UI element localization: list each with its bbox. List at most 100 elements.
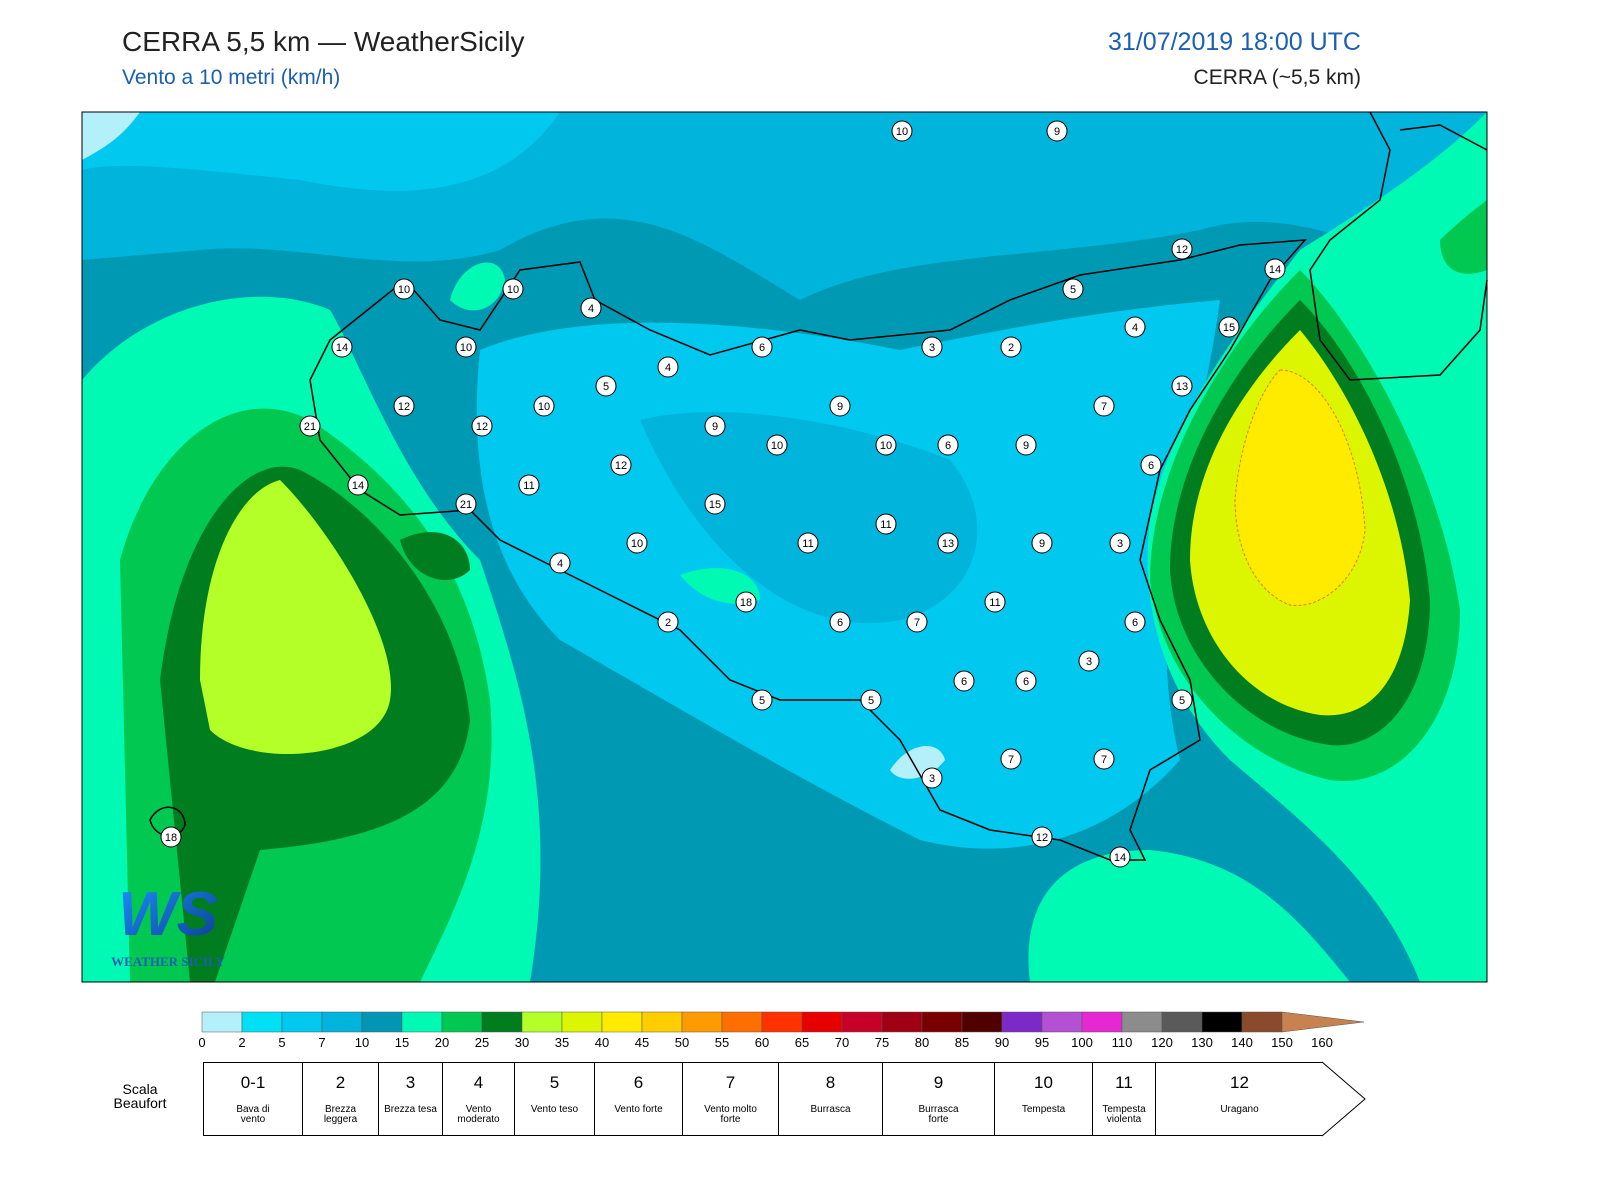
color-bin	[441, 1011, 483, 1033]
station-marker	[347, 474, 369, 496]
beaufort-force: 3	[405, 1073, 416, 1092]
station-marker	[299, 415, 321, 437]
color-bin	[1201, 1011, 1243, 1033]
station-value: 21	[304, 421, 316, 433]
beaufort-description: Vento forte	[614, 1104, 663, 1115]
station-value: 3	[929, 342, 935, 354]
color-bin	[801, 1011, 843, 1033]
color-bin	[281, 1011, 323, 1033]
beaufort-box: 4 Vento moderato	[442, 1062, 514, 1136]
beaufort-box: 2 Brezza leggera	[302, 1062, 378, 1136]
beaufort-box: 5 Vento teso	[514, 1062, 594, 1136]
color-bin	[1241, 1011, 1283, 1033]
station-value: 10	[771, 440, 783, 452]
station-value: 13	[942, 538, 954, 550]
station-value: 10	[538, 401, 550, 413]
color-bin	[761, 1011, 803, 1033]
station-marker	[1031, 532, 1053, 554]
station-value: 5	[759, 695, 765, 707]
color-tick-label: 110	[1112, 1035, 1133, 1050]
station-marker	[580, 297, 602, 319]
color-bin	[1121, 1011, 1163, 1033]
station-value: 4	[1132, 322, 1138, 334]
color-bin	[881, 1011, 923, 1033]
station-marker	[626, 532, 648, 554]
color-bin	[401, 1011, 443, 1033]
color-tick-label: 80	[915, 1035, 929, 1050]
station-value: 12	[615, 460, 627, 472]
station-value: 18	[165, 832, 177, 844]
logo-mark: WS	[118, 880, 218, 949]
station-value: 10	[460, 342, 472, 354]
beaufort-force: 11	[1115, 1073, 1133, 1092]
beaufort-force: 9	[933, 1073, 944, 1092]
station-value: 14	[336, 342, 348, 354]
logo-name: WEATHER SICILY	[111, 954, 225, 969]
station-value: 6	[837, 617, 843, 629]
wind-field	[82, 112, 1487, 982]
beaufort-box: 9 Burrasca forte	[882, 1062, 994, 1136]
station-marker	[1000, 336, 1022, 358]
color-tick-label: 15	[395, 1035, 409, 1050]
station-value: 11	[802, 538, 813, 550]
title: CERRA 5,5 km — WeatherSicily	[122, 26, 525, 57]
station-marker	[657, 611, 679, 633]
station-value: 10	[880, 440, 892, 452]
beaufort-box: 11 Tempesta violenta	[1092, 1062, 1155, 1136]
beaufort-description: Vento teso	[530, 1104, 579, 1115]
color-bin	[481, 1011, 523, 1033]
beaufort-box: 10 Tempesta	[994, 1062, 1092, 1136]
beaufort-force: 6	[633, 1073, 644, 1092]
station-value: 18	[740, 597, 752, 609]
color-tick-label: 25	[475, 1035, 489, 1050]
beaufort-force: 10	[1034, 1073, 1053, 1092]
station-marker	[984, 591, 1006, 613]
color-tick-label: 160	[1311, 1035, 1333, 1050]
station-value: 15	[1223, 322, 1235, 334]
color-bin	[1081, 1011, 1123, 1033]
color-tick-label: 50	[675, 1035, 689, 1050]
station-marker	[1264, 258, 1286, 280]
color-tick-label: 65	[795, 1035, 809, 1050]
color-bin	[681, 1011, 723, 1033]
station-value: 12	[1176, 244, 1188, 256]
station-value: 10	[507, 284, 519, 296]
color-tick-label: 60	[755, 1035, 769, 1050]
station-marker	[875, 434, 897, 456]
station-value: 11	[989, 597, 1000, 609]
station-value: 5	[1179, 695, 1185, 707]
station-value: 9	[837, 401, 843, 413]
station-marker	[1062, 278, 1084, 300]
station-marker	[1124, 611, 1146, 633]
station-marker	[953, 670, 975, 692]
beaufort-force: 0-1	[240, 1073, 266, 1092]
station-marker	[393, 395, 415, 417]
station-marker	[829, 395, 851, 417]
station-value: 15	[709, 499, 721, 511]
beaufort-box: 0-1 Bava di vento	[203, 1062, 302, 1136]
color-tick-label: 35	[555, 1035, 569, 1050]
beaufort-description: Vento molto forte	[704, 1104, 757, 1125]
station-marker	[891, 120, 913, 142]
beaufort-label: Scala Beaufort	[113, 1081, 167, 1111]
beaufort-force: 8	[825, 1073, 836, 1092]
station-value: 3	[1117, 538, 1123, 550]
color-tick-label: 5	[278, 1035, 285, 1050]
station-marker	[829, 611, 851, 633]
station-value: 21	[460, 499, 472, 511]
station-marker	[455, 493, 477, 515]
station-marker	[1093, 748, 1115, 770]
beaufort-arrow	[1321, 1061, 1366, 1137]
station-value: 13	[1176, 381, 1188, 393]
station-value: 11	[880, 519, 891, 531]
color-tick-label: 7	[318, 1035, 325, 1050]
station-value: 6	[1023, 676, 1029, 688]
station-marker	[766, 434, 788, 456]
color-tick-label: 85	[955, 1035, 969, 1050]
station-value: 2	[665, 617, 671, 629]
station-marker	[549, 552, 571, 574]
station-marker	[1015, 434, 1037, 456]
map-frame	[81, 111, 1488, 983]
color-bin	[361, 1011, 403, 1033]
station-marker	[1015, 670, 1037, 692]
